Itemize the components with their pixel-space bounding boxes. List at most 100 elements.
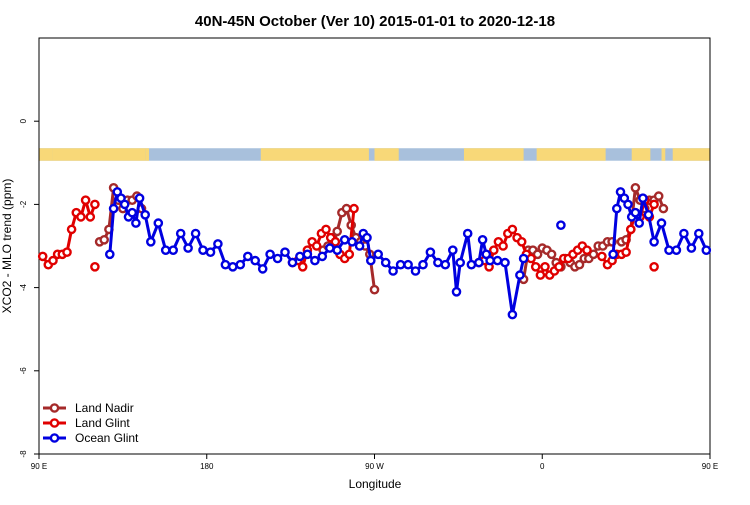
data-point [332,226,343,237]
y-tick-label: 0 [19,118,28,123]
data-point [440,259,451,270]
data-point [477,234,488,245]
data-point [205,247,216,257]
land-segment [374,148,399,161]
data-point [257,264,268,274]
data-point [485,255,495,266]
data-point [649,261,659,272]
land-segment [672,148,710,161]
data-point [183,243,193,253]
legend-swatch-marker [49,433,60,443]
land-segment [52,148,146,161]
x-tick-label: 90 E [31,462,47,471]
data-point [37,251,48,262]
data-point [621,247,631,257]
data-point [339,234,350,245]
x-tick-label: 90 E [702,462,718,471]
data-point [62,247,72,257]
data-point [220,259,231,270]
x-tick-label: 90 W [365,462,384,471]
data-point [649,199,659,210]
data-point [540,261,550,272]
data-point [140,209,150,220]
data-point [265,249,275,260]
data-point [643,209,654,220]
data-point [526,253,536,264]
data-point [66,224,77,235]
data-point [626,224,636,235]
data-point [145,236,156,247]
data-point [671,245,682,255]
land-segment [536,148,606,161]
data-point [131,218,141,228]
data-point [76,212,86,222]
data-point [701,245,712,255]
data-point [198,245,208,255]
data-point [213,239,223,249]
y-tick-label: -6 [19,367,28,375]
data-point [403,259,413,270]
data-point [425,247,436,257]
data-point [349,203,359,214]
data-point [686,243,697,253]
data-point [80,195,91,205]
data-point [532,249,543,260]
land-segment [260,148,369,161]
series-ocean-glint [105,187,712,320]
data-point [330,236,341,247]
data-point [638,193,648,203]
data-point [108,203,119,214]
data-point [388,266,398,276]
data-point [612,203,622,214]
data-point [48,255,58,266]
data-point [310,255,320,266]
data-point [153,218,164,228]
data-point [418,259,428,270]
data-point [311,241,322,251]
data-point [99,234,109,245]
data-point [242,251,253,262]
data-point [530,261,541,272]
data-point [433,257,443,268]
data-point [664,245,674,255]
data-point [302,249,313,260]
data-point [535,270,546,280]
data-point [597,251,607,262]
data-point [582,245,592,255]
data-point [134,193,145,203]
legend-swatch-marker [49,403,60,413]
data-point [347,236,357,247]
data-point [466,259,477,270]
data-point [630,182,641,193]
data-point [507,224,518,235]
data-point [380,257,391,268]
data-point [297,261,308,272]
data-point [492,255,503,266]
data-point [447,245,458,255]
data-point [679,228,689,239]
legend-label: Land Nadir [75,401,134,415]
data-point [90,199,100,210]
data-point [507,309,518,320]
data-point [317,251,328,262]
data-point [649,236,659,247]
data-point [160,245,171,255]
series-layer [37,182,712,320]
land-ocean-strip [39,148,710,161]
land-segment [145,148,149,161]
x-tick-label: 180 [200,462,214,471]
data-point [546,249,557,260]
data-point [488,245,499,255]
data-point [168,245,178,255]
data-point [344,249,355,260]
data-point [369,284,380,295]
y-tick-label: -4 [19,283,28,291]
data-point [190,228,201,239]
data-point [630,207,641,218]
data-point [354,241,365,251]
data-point [324,243,335,253]
data-point [227,261,238,272]
